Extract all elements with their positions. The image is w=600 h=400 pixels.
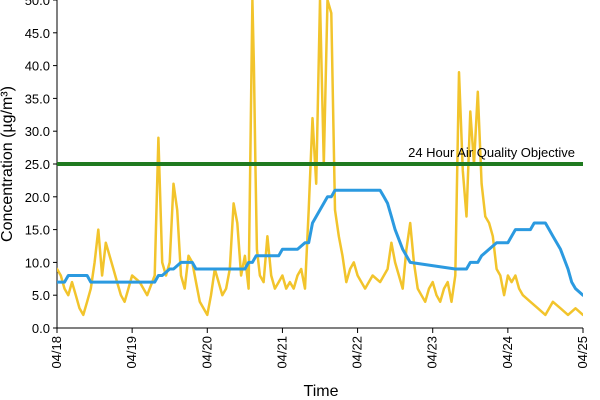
- x-tick-label: 04/18: [49, 336, 64, 369]
- y-tick-label: 5.0: [32, 288, 50, 303]
- y-axis-label: Concentration (µg/m³): [0, 86, 16, 242]
- y-tick-label: 0.0: [32, 321, 50, 336]
- series-line-hourly: [57, 0, 583, 317]
- x-tick-label: 04/21: [274, 336, 289, 369]
- x-tick-label: 04/20: [199, 336, 214, 369]
- y-tick-label: 20.0: [25, 190, 50, 205]
- y-tick-label: 25.0: [25, 157, 50, 172]
- series-line-average: [57, 188, 583, 297]
- y-tick-label: 45.0: [25, 26, 50, 41]
- y-tick-label: 35.0: [25, 91, 50, 106]
- y-tick-label: 30.0: [25, 124, 50, 139]
- x-tick-label: 04/23: [425, 336, 440, 369]
- x-tick-label: 04/22: [350, 336, 365, 369]
- x-tick-label: 04/25: [575, 336, 590, 369]
- y-tick-label: 50.0: [25, 0, 50, 8]
- y-tick-label: 40.0: [25, 59, 50, 74]
- x-axis-label: Time: [304, 383, 339, 400]
- x-tick-label: 04/24: [500, 336, 515, 369]
- objective-label: 24 Hour Air Quality Objective: [408, 145, 575, 160]
- x-tick-label: 04/19: [124, 336, 139, 369]
- y-tick-label: 15.0: [25, 223, 50, 238]
- y-tick-label: 10.0: [25, 255, 50, 270]
